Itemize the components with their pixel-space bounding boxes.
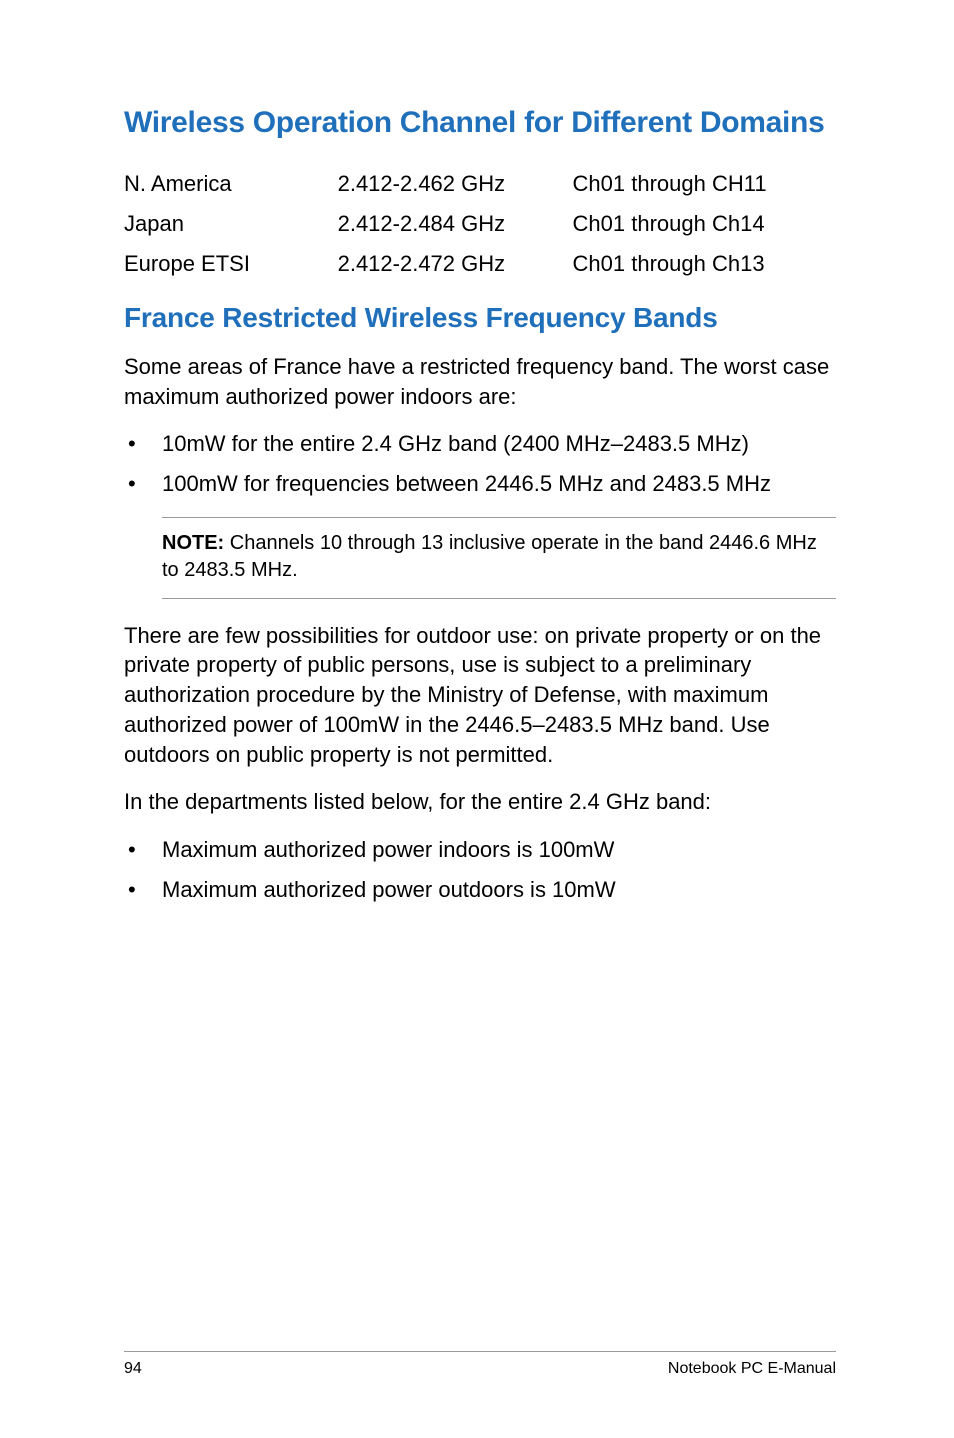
freq-channels: Ch01 through Ch13 bbox=[573, 244, 836, 284]
freq-region: Europe ETSI bbox=[124, 244, 338, 284]
table-row: Japan 2.412-2.484 GHz Ch01 through Ch14 bbox=[124, 204, 836, 244]
freq-channels: Ch01 through CH11 bbox=[573, 164, 836, 204]
freq-range: 2.412-2.462 GHz bbox=[338, 164, 573, 204]
freq-channels: Ch01 through Ch14 bbox=[573, 204, 836, 244]
frequency-table: N. America 2.412-2.462 GHz Ch01 through … bbox=[124, 164, 836, 284]
paragraph-outdoor: There are few possibilities for outdoor … bbox=[124, 621, 836, 769]
paragraph-intro: Some areas of France have a restricted f… bbox=[124, 352, 836, 411]
freq-region: N. America bbox=[124, 164, 338, 204]
note-text: Channels 10 through 13 inclusive operate… bbox=[162, 532, 817, 581]
page-footer: 94 Notebook PC E-Manual bbox=[124, 1351, 836, 1378]
heading-wireless-operation: Wireless Operation Channel for Different… bbox=[124, 106, 836, 140]
note-label: NOTE: bbox=[162, 532, 224, 554]
paragraph-departments: In the departments listed below, for the… bbox=[124, 787, 836, 817]
bullet-list-max-power: Maximum authorized power indoors is 100m… bbox=[124, 835, 836, 904]
freq-range: 2.412-2.472 GHz bbox=[338, 244, 573, 284]
freq-range: 2.412-2.484 GHz bbox=[338, 204, 573, 244]
note-box: NOTE: Channels 10 through 13 inclusive o… bbox=[162, 517, 836, 599]
page-number: 94 bbox=[124, 1360, 142, 1378]
list-item: 100mW for frequencies between 2446.5 MHz… bbox=[124, 469, 836, 499]
list-item: Maximum authorized power indoors is 100m… bbox=[124, 835, 836, 865]
table-row: Europe ETSI 2.412-2.472 GHz Ch01 through… bbox=[124, 244, 836, 284]
list-item: 10mW for the entire 2.4 GHz band (2400 M… bbox=[124, 429, 836, 459]
table-row: N. America 2.412-2.462 GHz Ch01 through … bbox=[124, 164, 836, 204]
freq-region: Japan bbox=[124, 204, 338, 244]
list-item: Maximum authorized power outdoors is 10m… bbox=[124, 875, 836, 905]
doc-title: Notebook PC E-Manual bbox=[668, 1360, 836, 1378]
bullet-list-power-indoors: 10mW for the entire 2.4 GHz band (2400 M… bbox=[124, 429, 836, 498]
heading-france-restricted: France Restricted Wireless Frequency Ban… bbox=[124, 302, 836, 334]
